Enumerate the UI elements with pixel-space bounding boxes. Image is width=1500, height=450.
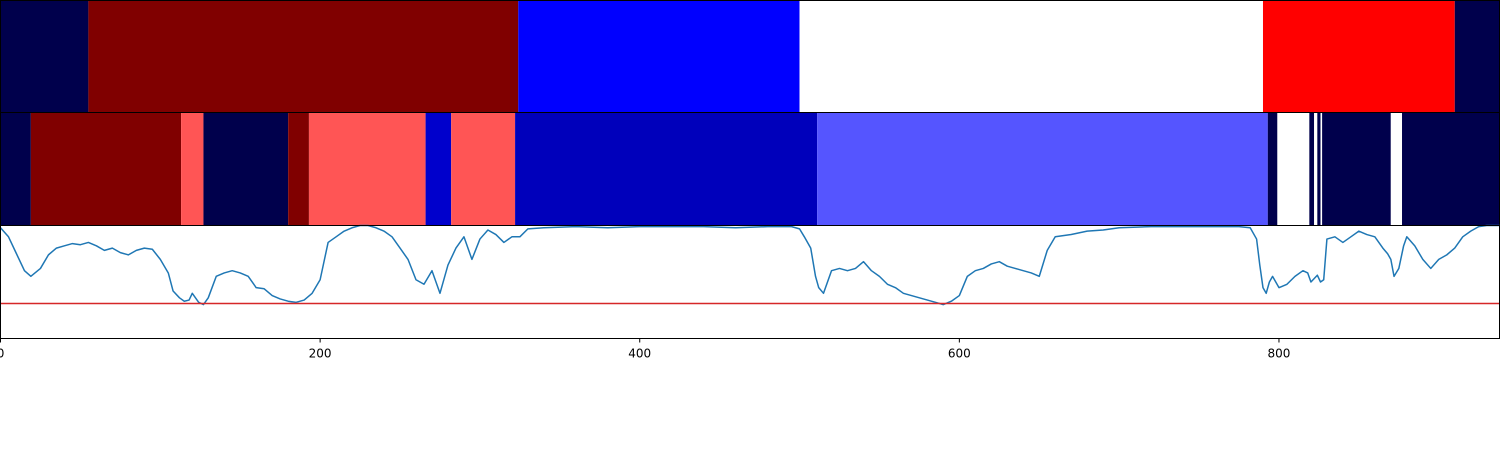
segment-top-3 <box>799 0 1263 113</box>
segment-mid-15 <box>1320 112 1323 226</box>
segment-top-1 <box>88 0 519 113</box>
x-tick-label: 400 <box>628 347 651 361</box>
segment-top-4 <box>1262 0 1455 113</box>
x-tick-label: 800 <box>1268 347 1291 361</box>
segment-mid-9 <box>817 112 1268 226</box>
x-tick-label: 0 <box>0 347 4 361</box>
segment-mid-18 <box>1402 112 1500 226</box>
segment-mid-6 <box>425 112 452 226</box>
segment-top-2 <box>518 0 800 113</box>
segment-mid-11 <box>1277 112 1310 226</box>
segment-track-top <box>0 0 1500 113</box>
segment-track-middle <box>0 112 1500 226</box>
line-plot-panel <box>0 224 1500 339</box>
segment-mid-7 <box>451 112 516 226</box>
segment-mid-2 <box>181 112 204 226</box>
series-line <box>0 224 1500 306</box>
segment-mid-0 <box>0 112 31 226</box>
segment-top-5 <box>1454 0 1500 113</box>
segment-mid-14 <box>1317 112 1321 226</box>
segment-mid-13 <box>1314 112 1318 226</box>
panel-frame <box>0 225 1500 339</box>
x-tick-label: 600 <box>948 347 971 361</box>
segment-mid-16 <box>1322 112 1391 226</box>
x-tick-label: 200 <box>309 347 332 361</box>
segment-mid-8 <box>515 112 818 226</box>
segment-mid-17 <box>1390 112 1403 226</box>
x-axis: 0 200 400 600 800 <box>0 338 1291 361</box>
segment-mid-4 <box>288 112 309 226</box>
segment-mid-12 <box>1309 112 1315 226</box>
segment-mid-1 <box>30 112 182 226</box>
segment-mid-3 <box>203 112 289 226</box>
segment-top-0 <box>0 0 89 113</box>
segment-mid-5 <box>308 112 426 226</box>
segment-mid-10 <box>1267 112 1278 226</box>
